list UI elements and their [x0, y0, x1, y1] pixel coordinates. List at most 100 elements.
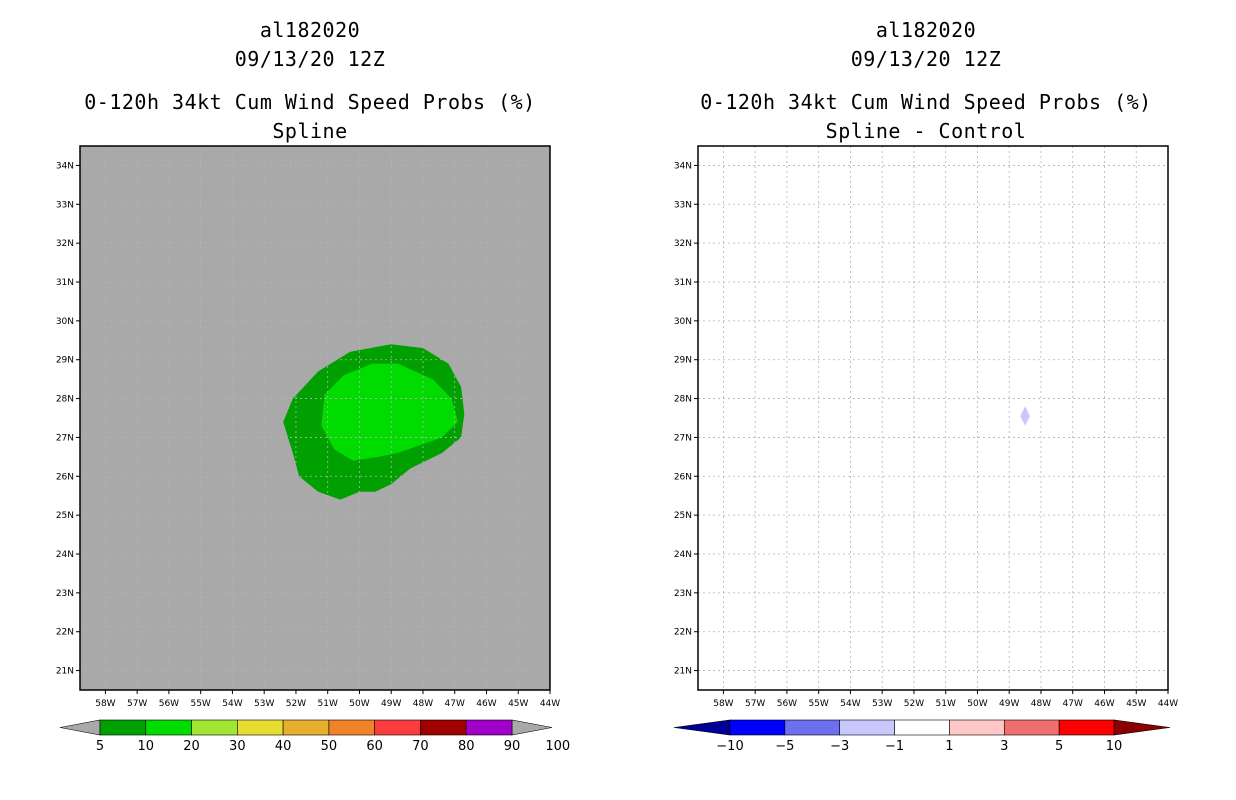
x-tick-label: 47W	[1063, 699, 1083, 709]
colorbar-label: 100	[545, 739, 570, 754]
y-tick-label: 29N	[56, 356, 74, 366]
colorbar-swatch	[282, 719, 330, 736]
colorbar-swatch	[328, 719, 375, 736]
x-tick-label: 54W	[840, 699, 860, 709]
y-tick-label: 32N	[56, 239, 74, 249]
colorbar-label: 60	[366, 739, 383, 754]
y-tick-label: 23N	[674, 589, 692, 599]
y-tick-label: 26N	[56, 472, 74, 482]
x-tick-label: 47W	[445, 699, 465, 709]
colorbar-label: −1	[885, 739, 904, 754]
colorbar-label: 90	[504, 739, 521, 754]
y-tick-label: 22N	[56, 628, 74, 638]
x-tick-label: 53W	[254, 699, 274, 709]
x-tick-label: 44W	[540, 699, 560, 709]
probability-colorbar: 5 10 20 30 40 50 60 70 80 90 100	[59, 719, 570, 754]
spline-probability-map: 58W 57W 56W 55W 54W 53W 52W 51W 50W 49W 48W 47W 46W 4…	[56, 145, 560, 709]
y-tick-label: 29N	[674, 356, 692, 366]
colorbar-label: −3	[830, 739, 849, 754]
difference-colorbar: −10 −5 −3 −1 1 3 5 10	[673, 719, 1171, 754]
colorbar-swatch	[894, 719, 950, 736]
y-tick-label: 33N	[56, 200, 74, 210]
x-tick-label: 50W	[349, 699, 369, 709]
y-tick-label: 26N	[674, 472, 692, 482]
spline-minus-control-map: 58W 57W 56W 55W 54W 53W 52W 51W 50W 49W 48W 47W 46W 4…	[674, 145, 1178, 709]
colorbar-label: 3	[1000, 739, 1008, 754]
y-tick-label: 34N	[674, 161, 692, 171]
x-tick-label: 49W	[381, 699, 401, 709]
colorbar-swatch	[1058, 719, 1115, 736]
colorbar-swatch	[784, 719, 841, 736]
left-chart-subtitle: Spline	[272, 119, 348, 143]
colorbar-label: −10	[716, 739, 743, 754]
colorbar-swatch	[465, 719, 513, 736]
contour-fill-0	[1020, 406, 1030, 426]
y-tick-label: 28N	[56, 395, 74, 405]
x-tick-label: 50W	[967, 699, 987, 709]
colorbar-label: −5	[775, 739, 794, 754]
colorbar-high-arrow	[1113, 719, 1171, 736]
x-tick-label: 57W	[745, 699, 765, 709]
x-tick-label: 51W	[318, 699, 338, 709]
y-tick-label: 28N	[674, 395, 692, 405]
x-tick-label: 57W	[127, 699, 147, 709]
x-tick-label: 49W	[999, 699, 1019, 709]
plot-background	[698, 146, 1168, 690]
x-tick-label: 58W	[713, 699, 733, 709]
colorbar-swatch	[237, 719, 284, 736]
y-tick-label: 23N	[56, 589, 74, 599]
colorbar-label: 1	[945, 739, 953, 754]
colorbar-swatch	[99, 719, 147, 736]
colorbar-label: 70	[412, 739, 429, 754]
colorbar-label: 5	[96, 739, 104, 754]
y-tick-label: 30N	[674, 317, 692, 327]
y-tick-label: 27N	[674, 433, 692, 443]
x-tick-label: 52W	[904, 699, 924, 709]
y-tick-label: 25N	[56, 511, 74, 521]
colorbar-swatch	[839, 719, 895, 736]
right-storm-id: al182020	[875, 18, 977, 42]
right-chart-title: 0-120h 34kt Cum Wind Speed Probs (%)	[700, 90, 1152, 114]
x-tick-label: 53W	[872, 699, 892, 709]
colorbar-label: 80	[458, 739, 475, 754]
x-tick-label: 46W	[476, 699, 496, 709]
y-tick-label: 22N	[674, 628, 692, 638]
plot-frame	[697, 145, 1169, 691]
left-chart-title: 0-120h 34kt Cum Wind Speed Probs (%)	[84, 90, 536, 114]
colorbar-label: 40	[275, 739, 292, 754]
x-tick-label: 51W	[936, 699, 956, 709]
x-tick-label: 45W	[1126, 699, 1146, 709]
plot-frame	[79, 145, 551, 691]
colorbar-label: 10	[1106, 739, 1123, 754]
x-tick-label: 56W	[159, 699, 179, 709]
right-chart-subtitle: Spline - Control	[825, 119, 1027, 143]
x-tick-label: 48W	[1031, 699, 1051, 709]
colorbar-swatch	[191, 719, 238, 736]
right-date: 09/13/20 12Z	[850, 47, 1002, 71]
left-date: 09/13/20 12Z	[234, 47, 386, 71]
colorbar-label: 50	[321, 739, 338, 754]
colorbar-low-arrow	[673, 719, 731, 736]
colorbar-swatch	[1003, 719, 1060, 736]
y-tick-label: 21N	[674, 667, 692, 677]
y-tick-label: 34N	[56, 161, 74, 171]
x-tick-label: 56W	[777, 699, 797, 709]
colorbar-swatch	[949, 719, 1005, 736]
colorbar-high-arrow	[511, 719, 553, 736]
colorbar-swatch	[374, 719, 421, 736]
x-tick-label: 55W	[808, 699, 828, 709]
y-tick-label: 33N	[674, 200, 692, 210]
x-tick-label: 46W	[1094, 699, 1114, 709]
y-tick-label: 24N	[674, 550, 692, 560]
colorbar-label: 10	[138, 739, 155, 754]
colorbar-swatch	[729, 719, 786, 736]
x-tick-label: 45W	[508, 699, 528, 709]
x-tick-label: 58W	[95, 699, 115, 709]
y-tick-label: 24N	[56, 550, 74, 560]
y-tick-label: 25N	[674, 511, 692, 521]
y-tick-label: 31N	[56, 278, 74, 288]
y-tick-label: 31N	[674, 278, 692, 288]
x-tick-label: 52W	[286, 699, 306, 709]
y-tick-label: 21N	[56, 667, 74, 677]
colorbar-label: 20	[183, 739, 200, 754]
